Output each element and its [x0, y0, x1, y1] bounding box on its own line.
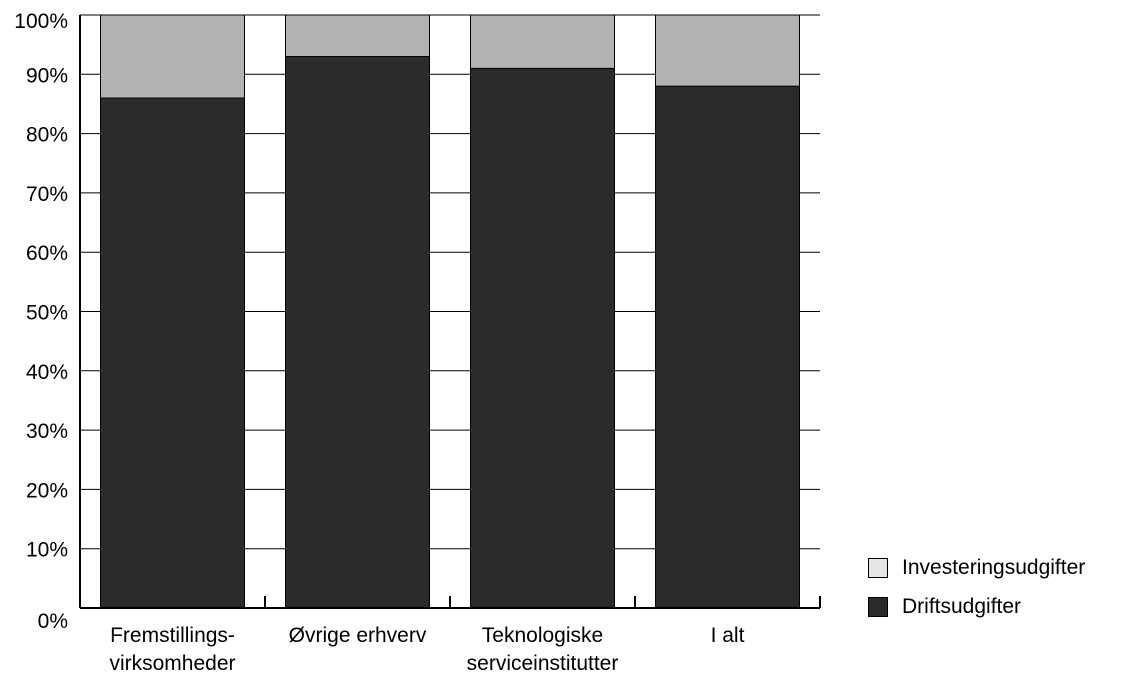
x-tick-label: I alt [711, 624, 745, 647]
legend-item-investeringsudgifter: Investeringsudgifter [868, 554, 1085, 581]
y-tick-label: 30% [26, 420, 68, 443]
y-tick-label: 40% [26, 361, 68, 384]
bar-segment-investeringsudgifter-2 [470, 14, 615, 69]
legend-label-investeringsudgifter: Investeringsudgifter [902, 555, 1086, 579]
bar-segment-driftsudgifter-1 [285, 56, 430, 609]
y-tick-label: 0% [38, 610, 68, 633]
bar-segment-investeringsudgifter-1 [285, 14, 430, 58]
bar-segment-investeringsudgifter-0 [100, 14, 245, 99]
y-tick-label: 90% [26, 64, 68, 87]
bar-segment-driftsudgifter-2 [470, 67, 615, 609]
bar-segment-driftsudgifter-0 [100, 97, 245, 609]
x-tick-label: serviceinstitutter [467, 652, 619, 675]
y-tick-label: 50% [26, 302, 68, 325]
y-tick-label: 100% [14, 10, 68, 33]
legend-label-driftsudgifter: Driftsudgifter [902, 594, 1022, 618]
legend-swatch-driftsudgifter [868, 596, 888, 617]
legend-item-driftsudgifter: Driftsudgifter [868, 593, 1085, 620]
x-tick-label: virksomheder [109, 652, 235, 675]
y-tick-label: 10% [26, 539, 68, 562]
legend: Investeringsudgifter Driftsudgifter [868, 554, 1085, 632]
x-tick-label: Øvrige erhverv [289, 624, 427, 647]
y-tick-label: 70% [26, 183, 68, 206]
x-tick-label: Teknologiske [482, 624, 603, 647]
y-tick-label: 80% [26, 124, 68, 147]
bar-segment-driftsudgifter-3 [655, 85, 800, 609]
bar-segment-investeringsudgifter-3 [655, 14, 800, 87]
y-tick-label: 20% [26, 479, 68, 502]
legend-swatch-investeringsudgifter [868, 557, 888, 578]
x-tick-label: Fremstillings- [110, 624, 235, 647]
y-tick-label: 60% [26, 242, 68, 265]
